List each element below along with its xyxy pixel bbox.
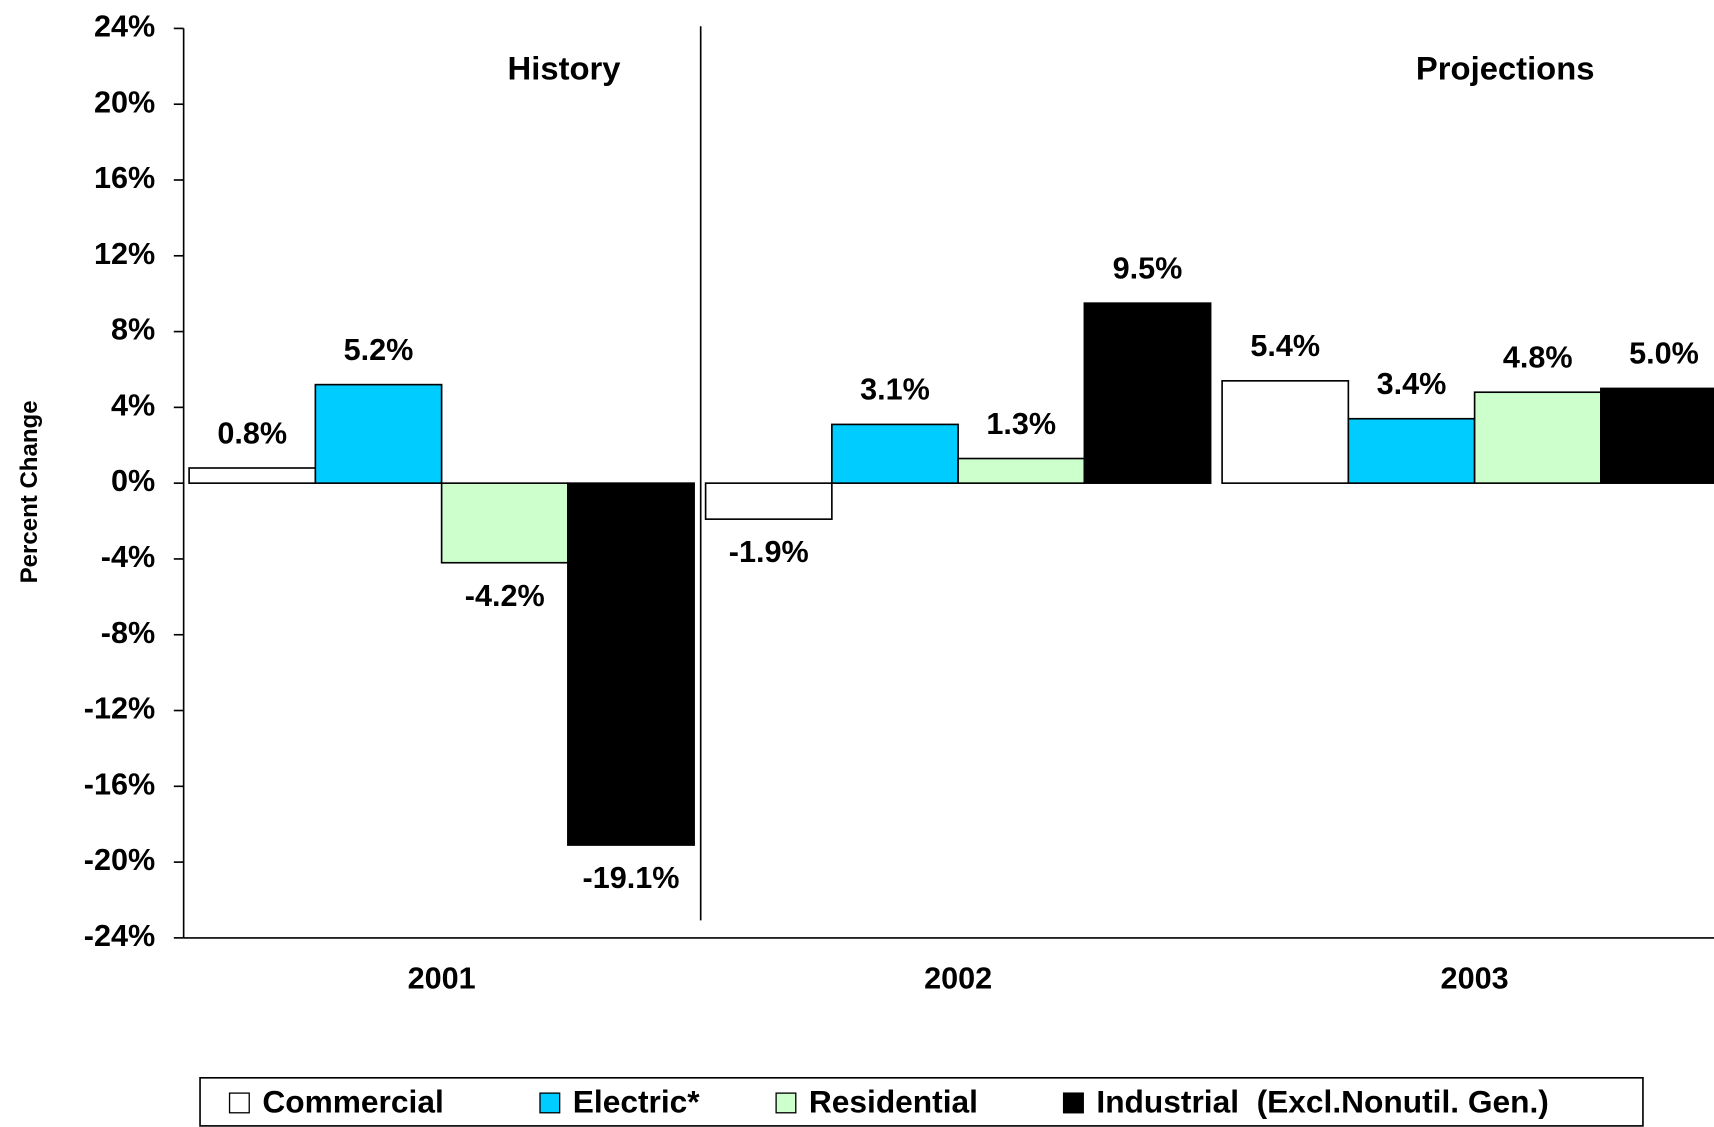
legend-label: Commercial	[262, 1083, 443, 1119]
x-tick-label: 2001	[408, 962, 476, 996]
value-label: 9.5%	[1113, 251, 1183, 285]
legend-swatch	[1062, 1092, 1084, 1114]
y-tick-label: 16%	[94, 161, 155, 195]
legend-label: Electric*	[573, 1083, 700, 1119]
value-label: 5.2%	[344, 333, 414, 367]
value-label: 3.4%	[1377, 367, 1447, 401]
value-label: 5.4%	[1250, 329, 1320, 363]
bar	[1221, 380, 1350, 484]
y-tick-label: 4%	[111, 388, 155, 422]
y-tick-label: -8%	[101, 616, 155, 650]
y-tick-label: -12%	[84, 692, 155, 726]
y-tick-label: -16%	[84, 767, 155, 801]
value-label: 1.3%	[986, 407, 1056, 441]
value-label: 0.8%	[217, 416, 287, 450]
y-tick-label: -20%	[84, 843, 155, 877]
bar	[314, 383, 443, 484]
y-tick-label: 12%	[94, 237, 155, 271]
value-label: 3.1%	[860, 373, 930, 407]
value-label: -19.1%	[583, 861, 680, 895]
bar	[957, 457, 1086, 484]
bar	[1600, 387, 1714, 484]
bar	[1347, 417, 1476, 484]
value-label: -1.9%	[729, 535, 809, 569]
x-tick-label: 2003	[1441, 962, 1509, 996]
bar	[188, 467, 317, 484]
bar	[440, 482, 569, 564]
y-tick-label: -4%	[101, 540, 155, 574]
legend-swatch	[539, 1092, 561, 1114]
y-tick-label: 24%	[94, 9, 155, 43]
y-tick-label: 8%	[111, 313, 155, 347]
legend-swatch	[228, 1092, 250, 1114]
annotation: Projections	[1416, 50, 1595, 87]
bar	[704, 482, 833, 520]
legend-label: Residential	[809, 1083, 978, 1119]
y-tick-label: 0%	[111, 464, 155, 498]
bar	[1473, 391, 1602, 484]
value-label: 4.8%	[1503, 340, 1573, 374]
bar	[567, 482, 695, 846]
legend-label: Industrial (Excl.Nonutil. Gen.)	[1096, 1083, 1548, 1119]
x-tick-label: 2002	[924, 962, 992, 996]
value-label: 5.0%	[1629, 337, 1699, 371]
legend-box	[199, 1076, 1644, 1127]
value-label: -4.2%	[465, 579, 545, 613]
y-axis-label: Percent Change	[16, 400, 43, 583]
y-tick-label: -24%	[84, 919, 155, 953]
bar	[831, 423, 959, 484]
y-tick-label: 20%	[94, 85, 155, 119]
annotation: History	[508, 50, 622, 87]
bar	[1083, 302, 1212, 484]
legend-swatch	[775, 1092, 797, 1114]
